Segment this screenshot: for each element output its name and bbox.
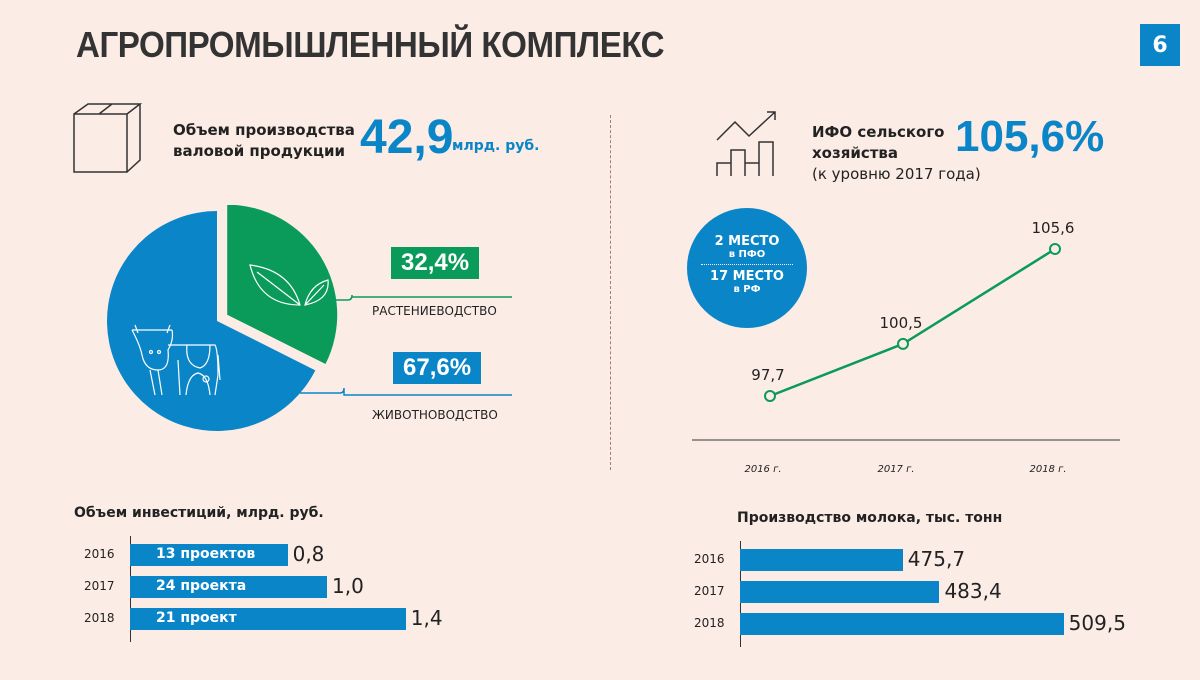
cow-icon: [131, 324, 221, 396]
leader-line-livestock: [300, 387, 512, 396]
y-tick-label: 2016: [84, 547, 115, 561]
investment-chart-title: Объем инвестиций, млрд. руб.: [74, 505, 324, 521]
ifo-value: 105,6%: [955, 112, 1105, 161]
y-tick-label: 2017: [694, 584, 725, 598]
x-tick-label: 2016 г.: [744, 464, 781, 475]
growth-chart-icon: [716, 111, 776, 176]
milk-chart-title: Производство молока, тыс. тонн: [737, 510, 1003, 526]
rank-pfo-sub: в ПФО: [728, 249, 766, 260]
pie-label-crops: РАСТЕНИЕВОДСТВО: [372, 304, 497, 318]
y-tick-label: 2018: [84, 611, 115, 625]
section-divider: [610, 115, 611, 470]
pie-label-value-livestock: 67,6%: [393, 352, 482, 384]
ifo-label-line1: ИФО сельского: [812, 123, 945, 141]
rank-rf: 17 МЕСТО: [710, 269, 784, 284]
x-tick-label: 2018 г.: [1029, 464, 1066, 475]
production-label: Объем производства валовой продукции: [173, 120, 355, 162]
production-label-line1: Объем производства: [173, 121, 355, 139]
y-tick-label: 2016: [694, 552, 725, 566]
ifo-label: ИФО сельского хозяйства (к уровню 2017 г…: [812, 122, 981, 185]
data-label: 100,5: [880, 314, 923, 332]
bar: 13 проектов: [130, 544, 288, 566]
data-point: [1049, 243, 1061, 255]
bar-value-label: 509,5: [1068, 611, 1126, 635]
leader-line-crops: [312, 294, 512, 301]
ifo-label-line3: (к уровню 2017 года): [812, 165, 981, 183]
bar-text: 21 проект: [156, 610, 237, 626]
bar-value-label: 0,8: [292, 542, 325, 566]
pie-label-value-crops: 32,4%: [391, 247, 480, 279]
pie-slice: [227, 205, 338, 365]
line-chart: 97,7 2016 г. 100,5 2017 г. 105,6 2018 г.: [692, 219, 1120, 475]
rank-rf-sub: в РФ: [733, 284, 761, 295]
cow-eye: [148, 349, 154, 355]
data-point: [897, 337, 909, 350]
leaves-icon: [249, 264, 329, 306]
pie-label-livestock: ЖИВОТНОВОДСТВО: [372, 408, 498, 422]
ifo-label-line2: хозяйства: [812, 144, 899, 162]
bar-value-label: 475,7: [907, 547, 966, 571]
data-label: 97,7: [751, 366, 784, 384]
bar-value-label: 483,4: [944, 579, 1002, 603]
x-tick-label: 2017 г.: [877, 464, 914, 475]
cow-outline: [131, 324, 221, 396]
production-unit: млрд. руб.: [452, 138, 540, 154]
bar: 21 проект: [130, 608, 406, 630]
page-title: АГРОПРОМЫШЛЕННЫЙ КОМПЛЕКС: [76, 24, 665, 65]
bar-value-label: 1,4: [410, 606, 443, 630]
production-label-line2: валовой продукции: [173, 142, 346, 160]
rank-pfo: 2 МЕСТО: [714, 234, 780, 249]
page-number-badge: 6: [1140, 24, 1180, 66]
box-icon: [73, 103, 143, 173]
y-tick-label: 2018: [694, 616, 725, 630]
bar-text: 24 проекта: [156, 578, 247, 594]
pie-chart: [106, 205, 512, 431]
data-point: [764, 390, 776, 402]
cow-spot: [202, 375, 210, 383]
cow-eye: [156, 349, 162, 355]
bar: [740, 549, 903, 571]
ranking-divider: [701, 264, 793, 265]
leaf: [249, 264, 329, 306]
data-label: 105,6: [1032, 219, 1075, 237]
production-value: 42,9: [360, 111, 454, 164]
bar: [740, 581, 940, 603]
ranking-badge: 2 МЕСТО в ПФО 17 МЕСТО в РФ: [687, 208, 807, 328]
y-tick-label: 2017: [84, 579, 115, 593]
bar-value-label: 1,0: [332, 574, 364, 598]
bar-text: 13 проектов: [156, 546, 256, 562]
bar: [740, 613, 1064, 635]
bar: 24 проекта: [130, 576, 327, 598]
